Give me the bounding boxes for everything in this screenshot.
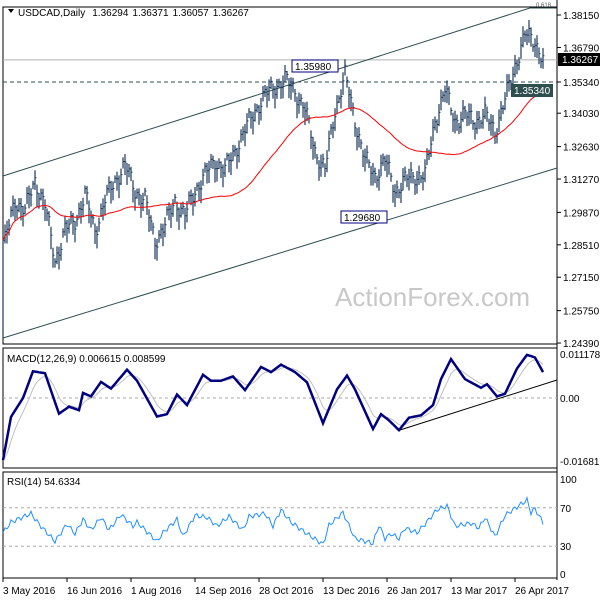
low-annotation: 1.29680: [344, 213, 381, 224]
price-axis-label: 1.34030: [563, 109, 600, 120]
price-axis-label: 1.31270: [563, 175, 600, 186]
level-price-tag: [511, 84, 553, 97]
macd-title: MACD(12,26,9) 0.006615 0.008599: [7, 354, 166, 365]
price-axis-label: 1.27150: [563, 273, 600, 284]
date-axis-label: 28 Oct 2016: [259, 586, 314, 597]
moving-average-line: [2, 91, 544, 241]
ohlc-low: 1.36057: [173, 8, 210, 19]
dropdown-triangle-icon[interactable]: [8, 9, 14, 13]
price-axis-label: 1.36790: [563, 43, 600, 54]
rsi-axis-label: 0: [560, 570, 566, 581]
rsi-line: [2, 496, 544, 546]
date-axis-label: 3 May 2016: [3, 586, 56, 597]
date-axis-label: 14 Sep 2016: [195, 586, 252, 597]
high-annotation: 1.35980: [295, 62, 332, 73]
current-price-label: 1.36267: [562, 55, 599, 66]
rsi-axis-label: 100: [560, 475, 577, 486]
current-price-tag: [558, 53, 600, 66]
rsi-axis-label: 70: [560, 504, 572, 515]
date-axis-label: 26 Jan 2017: [387, 586, 442, 597]
ohlc-high: 1.36371: [132, 8, 169, 19]
ohlc-open: 1.36294: [92, 8, 129, 19]
price-axis-label: 1.35340: [563, 78, 600, 89]
high-annotation-box: [291, 59, 339, 73]
price-axis-label: 1.29870: [563, 208, 600, 219]
watermark: ActionForex.com: [335, 282, 530, 312]
macd-main-line: [1, 353, 545, 461]
date-axis-label: 26 Apr 2017: [515, 586, 569, 597]
macd-axis-label: 0.011178: [560, 350, 600, 361]
price-title: USDCAD,Daily: [18, 8, 85, 19]
rsi-title: RSI(14) 54.6334: [7, 477, 81, 488]
date-axis-label: 13 Mar 2017: [451, 586, 508, 597]
rsi-axis-label: 30: [560, 542, 572, 553]
channel-lower-line[interactable]: [2, 167, 558, 339]
price-axis-label: 1.24390: [563, 339, 600, 350]
date-axis-label: 13 Dec 2016: [323, 586, 380, 597]
level-price-label: 1.35340: [514, 86, 551, 97]
ohlc-close: 1.36267: [213, 8, 250, 19]
price-axis-label: 1.28510: [563, 241, 600, 252]
fibo-label: 0.618: [536, 3, 552, 9]
price-axis-label: 1.25750: [563, 307, 600, 318]
date-axis-label: 1 Aug 2016: [131, 586, 182, 597]
macd-axis-label: 0.00: [560, 394, 580, 405]
macd-axis-label: -0.016812: [560, 457, 600, 468]
price-axis-label: 1.38150: [563, 11, 600, 22]
macd-trend-line[interactable]: [399, 379, 558, 431]
low-annotation-box: [340, 210, 388, 224]
price-axis-label: 1.32630: [563, 143, 600, 154]
date-axis-label: 16 Jun 2016: [67, 586, 122, 597]
